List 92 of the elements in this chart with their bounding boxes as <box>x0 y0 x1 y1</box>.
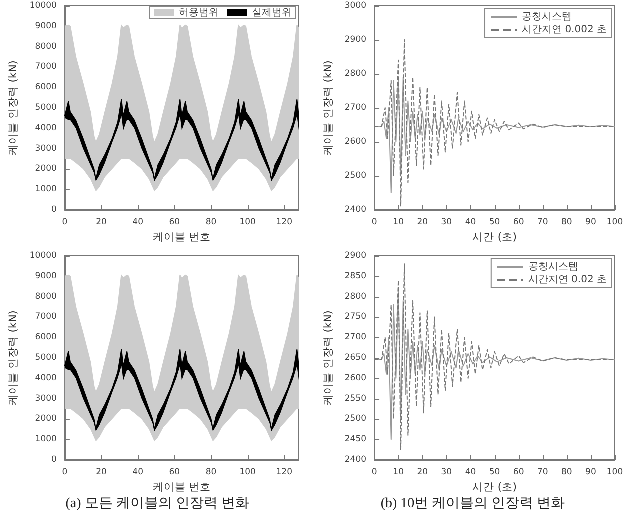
x-tick-label: 20 <box>417 468 428 478</box>
y-tick-label: 9000 <box>35 271 57 282</box>
y-tick-label: 5000 <box>35 353 57 363</box>
x-tick-label: 10 <box>393 468 404 478</box>
y-tick-label: 2450 <box>344 434 367 445</box>
y-tick-label: 0 <box>52 455 57 465</box>
x-tick-label: 120 <box>276 468 292 478</box>
y-tick-label: 6000 <box>35 332 57 343</box>
x-tick-label: 20 <box>417 218 428 228</box>
y-tick-label: 7000 <box>35 62 57 72</box>
x-tick-label: 30 <box>441 218 452 228</box>
y-tick-label: 1000 <box>35 434 57 445</box>
x-tick-label: 70 <box>537 218 548 228</box>
x-tick-label: 90 <box>586 218 596 228</box>
legend-label: 시간지연 0.02 초 <box>528 274 607 286</box>
x-tick-label: 20 <box>96 468 107 478</box>
x-tick-label: 80 <box>561 468 572 478</box>
x-axis-title: 시간 (초) <box>472 481 518 494</box>
x-tick-label: 60 <box>169 468 180 478</box>
x-tick-label: 90 <box>586 468 596 478</box>
y-tick-label: 2600 <box>344 137 367 147</box>
y-tick-label: 2900 <box>344 35 367 45</box>
x-tick-label: 50 <box>489 218 500 228</box>
legend-label: 공칭시스템 <box>528 262 578 272</box>
y-tick-label: 3000 <box>35 394 57 404</box>
y-tick-label: 2700 <box>344 103 367 113</box>
y-tick-label: 0 <box>52 205 57 215</box>
y-tick-label: 2000 <box>35 414 57 424</box>
y-tick-label: 2700 <box>344 332 367 343</box>
x-tick-label: 100 <box>606 468 624 478</box>
y-tick-label: 10000 <box>30 251 57 261</box>
y-tick-label: 3000 <box>35 144 57 154</box>
x-tick-label: 40 <box>465 218 476 228</box>
y-tick-label: 2400 <box>344 205 367 215</box>
y-tick-label: 4000 <box>35 373 57 384</box>
y-tick-label: 2500 <box>344 171 367 181</box>
y-tick-label: 8000 <box>35 292 57 302</box>
x-tick-label: 40 <box>132 468 144 478</box>
x-tick-label: 40 <box>132 218 144 228</box>
y-tick-label: 8000 <box>35 42 57 52</box>
x-axis-title: 케이블 번호 <box>152 231 212 244</box>
legend-label: 공칭시스템 <box>522 12 572 22</box>
y-tick-label: 2550 <box>344 394 367 404</box>
x-tick-label: 30 <box>441 468 452 478</box>
y-tick-label: 4000 <box>35 123 57 134</box>
x-tick-label: 0 <box>62 468 68 478</box>
y-axis-title: 케이블 인장력 (kN) <box>8 310 20 406</box>
text: (b) 10번 케이블의 인장력 변화 <box>380 496 566 512</box>
x-tick-label: 60 <box>513 218 524 228</box>
y-tick-label: 2650 <box>344 353 367 363</box>
y-tick-label: 5000 <box>35 103 57 113</box>
y-tick-label: 2900 <box>344 251 367 261</box>
x-axis-title: 시간 (초) <box>472 231 518 244</box>
x-axis-title: 케이블 번호 <box>152 481 212 494</box>
y-tick-label: 9000 <box>35 21 57 32</box>
x-tick-label: 70 <box>537 468 548 478</box>
y-tick-label: 2600 <box>344 373 367 384</box>
y-tick-label: 2500 <box>344 414 367 424</box>
legend-label: 시간지연 0.002 초 <box>522 24 608 36</box>
x-tick-label: 0 <box>372 218 378 228</box>
x-tick-label: 10 <box>393 218 404 228</box>
x-tick-label: 80 <box>206 468 217 478</box>
x-tick-label: 0 <box>62 218 68 228</box>
y-tick-label: 10000 <box>30 1 57 11</box>
y-axis-title: 케이블 인장력 (kN) <box>322 310 334 406</box>
x-tick-label: 50 <box>489 468 500 478</box>
y-axis-title: 케이블 인장력 (kN) <box>8 60 20 156</box>
text: (a) 모든 케이블의 인장력 변화 <box>66 496 250 512</box>
x-tick-label: 120 <box>276 218 292 228</box>
y-tick-label: 3000 <box>344 1 367 11</box>
y-tick-label: 2750 <box>344 312 367 322</box>
x-tick-label: 60 <box>169 218 180 228</box>
y-tick-label: 2800 <box>344 292 367 302</box>
y-tick-label: 2000 <box>35 164 57 174</box>
x-tick-label: 40 <box>465 468 476 478</box>
x-tick-label: 100 <box>606 218 624 228</box>
y-tick-label: 2800 <box>344 69 367 79</box>
y-tick-label: 2400 <box>344 455 367 465</box>
y-tick-label: 6000 <box>35 82 57 93</box>
x-tick-label: 80 <box>206 218 217 228</box>
x-tick-label: 100 <box>240 468 256 478</box>
y-tick-label: 1000 <box>35 184 57 195</box>
x-tick-label: 0 <box>372 468 378 478</box>
x-tick-label: 20 <box>96 218 107 228</box>
x-tick-label: 80 <box>561 218 572 228</box>
legend-label: 허용범위 <box>179 8 219 18</box>
y-axis-title: 케이블 인장력 (kN) <box>322 60 334 156</box>
x-tick-label: 100 <box>240 218 256 228</box>
y-tick-label: 7000 <box>35 312 57 322</box>
x-tick-label: 60 <box>513 468 524 478</box>
legend-label: 실제범위 <box>252 8 292 18</box>
y-tick-label: 2850 <box>344 271 367 282</box>
